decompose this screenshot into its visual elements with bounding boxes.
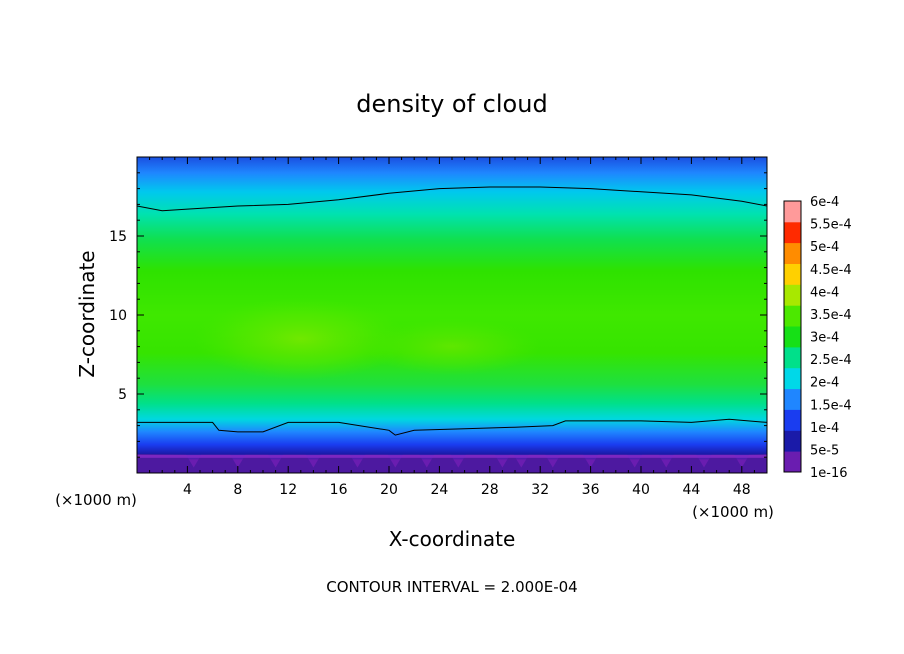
chart-title: density of cloud	[356, 90, 547, 118]
x-tick-label: 32	[531, 482, 549, 498]
x-tick-label: 40	[632, 482, 650, 498]
density-maximum-region	[193, 297, 408, 380]
colorbar-frame	[783, 200, 802, 473]
colorbar-label: 1e-16	[810, 466, 848, 481]
colorbar-swatch	[784, 305, 801, 327]
low-level-fringe	[137, 454, 767, 473]
colorbar-label: 2.5e-4	[810, 353, 852, 368]
colorbar-swatch	[784, 346, 801, 369]
colorbar-swatch	[784, 388, 801, 410]
colorbar-swatch	[784, 284, 801, 306]
contour-interval: CONTOUR INTERVAL = 2.000E-04	[326, 578, 577, 596]
colorbar-swatch	[784, 263, 801, 285]
contour-line-1	[137, 186, 767, 212]
colorbar-label: 6e-4	[810, 195, 839, 210]
colorbar-label: 2e-4	[810, 376, 839, 391]
colorbar-swatch	[784, 367, 801, 390]
colorbar-label: 4e-4	[810, 285, 839, 300]
x-tick-label: 8	[233, 482, 242, 498]
colorbar-label: 4.5e-4	[810, 263, 852, 278]
x-tick-label: 20	[380, 482, 398, 498]
density-secondary-region	[363, 318, 541, 376]
x-tick-label: 28	[481, 482, 499, 498]
colorbar-label: 3e-4	[810, 331, 839, 346]
contour-line-2	[137, 418, 767, 436]
x-tick-label: 36	[582, 482, 600, 498]
colorbar-swatch	[784, 201, 801, 223]
colorbar-swatch	[784, 221, 801, 244]
colorbar-label: 5.5e-4	[810, 218, 852, 233]
x-tick-label: 48	[733, 482, 751, 498]
y-tick-label: 10	[109, 308, 127, 324]
y-axis-ticks: 5 10 15	[109, 172, 767, 458]
y-tick-label: 15	[109, 229, 127, 245]
y-axis-label: Z-coordinate	[75, 250, 99, 377]
colorbar: 1e-16 5e-5 1e-4 1.5e-4 2e-4 2.5e-4 3e-4 3.5e-4 4…	[783, 195, 852, 481]
x-tick-label: 16	[330, 482, 348, 498]
colorbar-label: 3.5e-4	[810, 308, 852, 323]
x-tick-label: 24	[430, 482, 448, 498]
colorbar-label: 5e-4	[810, 240, 839, 255]
colorbar-swatch	[784, 409, 801, 431]
plot-area	[136, 156, 768, 474]
y-tick-label: 5	[118, 387, 127, 403]
x-axis-unit: (×1000 m)	[692, 503, 774, 521]
colorbar-swatch	[784, 242, 801, 264]
colorbar-label: 1e-4	[810, 421, 839, 436]
colorbar-swatch	[784, 430, 801, 452]
colorbar-label: 5e-5	[810, 443, 839, 458]
y-axis-unit: (×1000 m)	[55, 491, 137, 509]
x-axis-ticks: 4 8 12 16 20 24 28 32 36 40 44 48	[149, 157, 755, 498]
colorbar-swatch	[784, 326, 801, 348]
colorbar-swatch	[784, 451, 801, 473]
colorbar-label: 1.5e-4	[810, 398, 852, 413]
x-tick-label: 44	[682, 482, 700, 498]
x-tick-label: 4	[183, 482, 192, 498]
surface-band	[137, 454, 767, 458]
x-tick-label: 12	[279, 482, 297, 498]
x-axis-label: X-coordinate	[389, 527, 516, 551]
